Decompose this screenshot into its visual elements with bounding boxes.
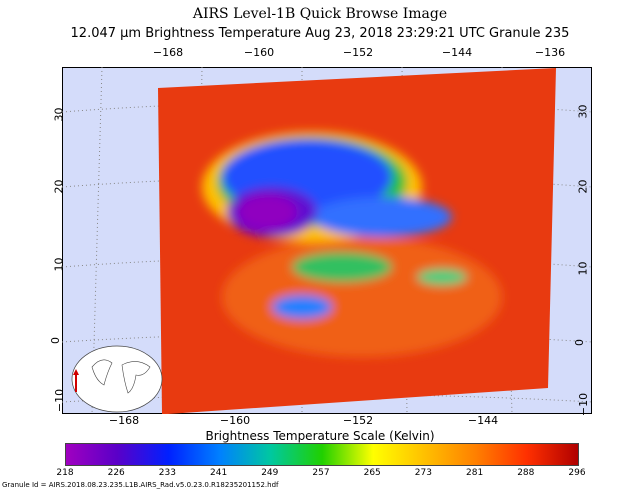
right-lat-label: 0	[573, 339, 586, 346]
brightness-swath	[158, 68, 556, 414]
top-lon-label: −168	[152, 46, 184, 59]
right-lat-label: −10	[577, 392, 591, 417]
bottom-lon-label: −144	[467, 414, 499, 427]
colorbar-tick-label: 273	[414, 468, 432, 478]
colorbar-tick-label: 249	[261, 468, 279, 478]
bottom-lon-label: −160	[219, 414, 251, 427]
map-panel	[62, 67, 592, 414]
colorbar-tick-label: 288	[517, 468, 535, 478]
top-lon-label: −152	[342, 46, 374, 59]
colorbar-title: Brightness Temperature Scale (Kelvin)	[205, 429, 435, 443]
left-lat-label: 30	[52, 107, 66, 122]
colorbar-tick-label: 265	[363, 468, 381, 478]
left-lat-label: 10	[52, 257, 66, 272]
colorbar-tick-label: 226	[107, 468, 125, 478]
bottom-lon-label: −152	[342, 414, 374, 427]
colorbar-tick-label: 296	[568, 468, 586, 478]
granule-id: Granule Id = AIRS.2018.08.23.235.L1B.AIR…	[2, 481, 279, 489]
right-lat-label: 20	[576, 179, 590, 194]
colorbar	[65, 443, 579, 466]
colorbar-tick-label: 218	[56, 468, 74, 478]
top-lon-label: −160	[243, 46, 275, 59]
right-lat-label: 30	[576, 104, 590, 119]
right-lat-label: 10	[576, 261, 590, 276]
left-lat-label: −10	[53, 388, 67, 413]
image-title: AIRS Level-1B Quick Browse Image	[192, 6, 448, 22]
colorbar-tick-label: 233	[158, 468, 176, 478]
world-locator-inset	[71, 345, 163, 413]
left-lat-label: 20	[52, 179, 66, 194]
colorbar-tick-label: 281	[466, 468, 484, 478]
image-subtitle: 12.047 µm Brightness Temperature Aug 23,…	[70, 26, 570, 41]
bottom-lon-label: −168	[108, 414, 140, 427]
left-lat-label: 0	[49, 337, 62, 344]
top-lon-label: −136	[534, 46, 566, 59]
colorbar-tick-label: 241	[210, 468, 228, 478]
colorbar-tick-label: 257	[312, 468, 330, 478]
top-lon-label: −144	[441, 46, 473, 59]
